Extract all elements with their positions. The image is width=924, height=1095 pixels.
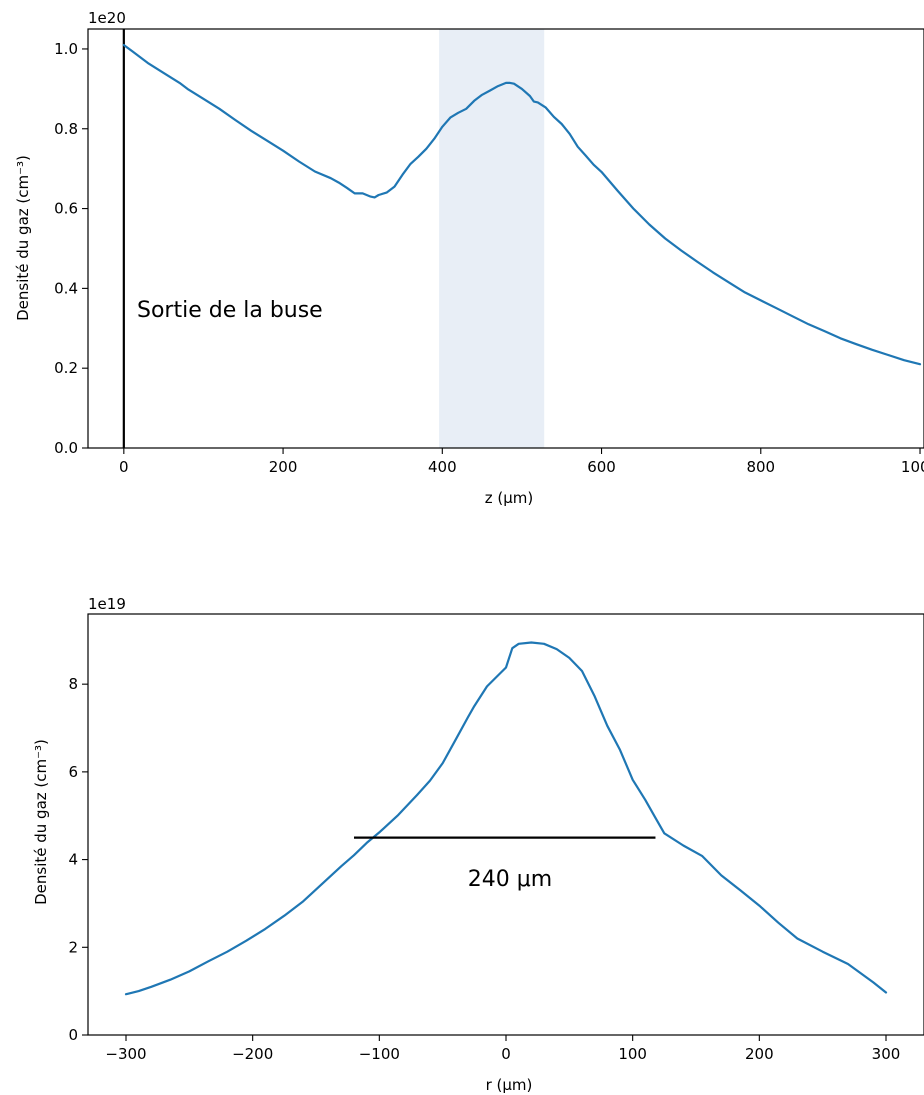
shaded-band bbox=[439, 29, 545, 448]
x-tick-label: 200 bbox=[269, 458, 298, 476]
annotation-fwhm: 240 μm bbox=[468, 867, 552, 892]
x-tick-label: −200 bbox=[232, 1045, 273, 1063]
shaded-region bbox=[439, 29, 545, 448]
x-tick-label: 200 bbox=[745, 1045, 774, 1063]
x-tick-label: 0 bbox=[501, 1045, 511, 1063]
y-tick-label: 4 bbox=[68, 851, 78, 869]
y-ticks: 0 2 4 6 8 bbox=[68, 675, 88, 1044]
series-layer bbox=[122, 43, 922, 366]
x-tick-label: −300 bbox=[105, 1045, 146, 1063]
x-tick-label: 600 bbox=[587, 458, 616, 476]
y-tick-label: 0 bbox=[68, 1026, 78, 1044]
x-tick-label: 400 bbox=[428, 458, 457, 476]
x-tick-label: 800 bbox=[746, 458, 775, 476]
y-offset-label: 1e20 bbox=[88, 9, 126, 27]
series-line-0 bbox=[122, 43, 922, 366]
y-tick-label: 0.2 bbox=[54, 359, 78, 377]
y-tick-label: 0.4 bbox=[54, 279, 78, 297]
x-tick-label: 300 bbox=[872, 1045, 901, 1063]
plot-frame bbox=[87, 613, 924, 1036]
y-offset-label: 1e19 bbox=[88, 595, 126, 613]
x-tick-label: 0 bbox=[119, 458, 129, 476]
y-tick-label: 0.0 bbox=[54, 439, 78, 457]
x-axis-label: z (μm) bbox=[485, 489, 534, 507]
y-axis-label: Densité du gaz (cm⁻³) bbox=[14, 155, 32, 321]
y-axis-label: Densité du gaz (cm⁻³) bbox=[32, 739, 50, 905]
y-tick-label: 1.0 bbox=[54, 40, 78, 58]
annotation-nozzle-exit: Sortie de la buse bbox=[137, 298, 323, 323]
y-tick-label: 2 bbox=[68, 938, 78, 956]
y-tick-label: 0.8 bbox=[54, 120, 78, 138]
y-tick-label: 8 bbox=[68, 675, 78, 693]
y-ticks: 0.0 0.2 0.4 0.6 0.8 1.0 bbox=[54, 40, 88, 457]
x-tick-label: −100 bbox=[359, 1045, 400, 1063]
series-layer bbox=[124, 641, 888, 996]
series-line-0 bbox=[124, 641, 888, 996]
y-tick-label: 0.6 bbox=[54, 200, 78, 218]
x-tick-label: 100 bbox=[618, 1045, 647, 1063]
x-axis-label: r (μm) bbox=[486, 1076, 533, 1094]
x-ticks: −300 −200 −100 0 100 200 300 bbox=[105, 1035, 900, 1063]
plot-frame bbox=[87, 28, 924, 449]
y-tick-label: 6 bbox=[68, 763, 78, 781]
chart-density-vs-r: −300 −200 −100 0 100 200 300 0 2 4 6 8 1e19 240 μm… bbox=[32, 595, 924, 1094]
